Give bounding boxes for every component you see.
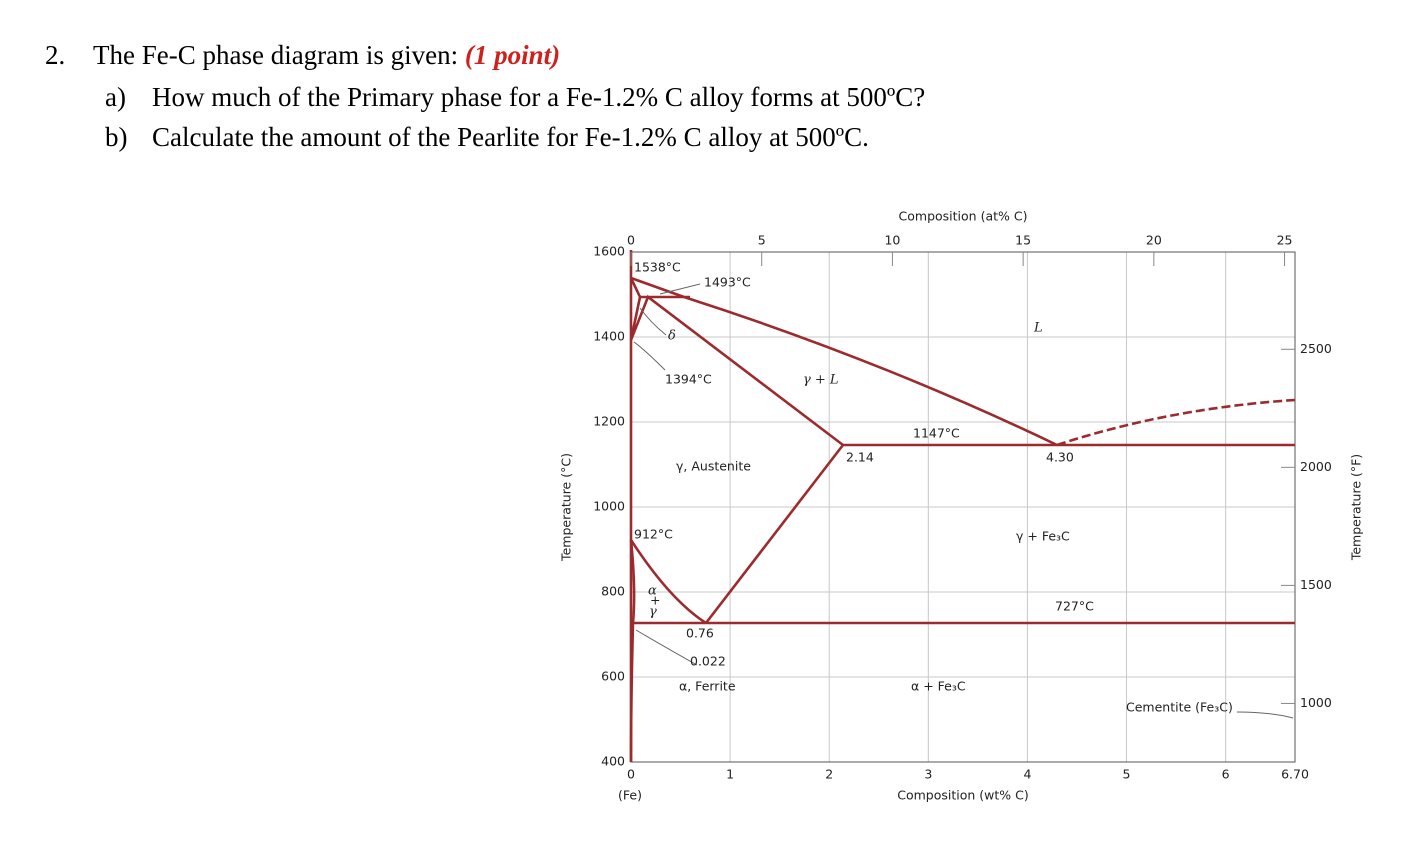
question: The Fe-C phase diagram is given: (1 poin…: [93, 40, 560, 71]
y-tick-label: 1400: [593, 329, 625, 344]
label: δ: [668, 329, 676, 344]
label: 912°C: [634, 527, 673, 542]
points: (1 point): [464, 40, 561, 70]
y-tick-label: 800: [601, 584, 625, 599]
label: 1394°C: [665, 372, 712, 387]
liquidus: [630, 276, 1058, 447]
leader: [639, 307, 667, 336]
label: γ + L: [803, 373, 839, 388]
solidus: [629, 277, 1295, 447]
y-tick-label: 600: [601, 669, 625, 684]
label: Cementite (Fe₃C): [1126, 700, 1233, 715]
liquidus-cementite: [1056, 398, 1296, 447]
top-axis-label: Composition (at% C): [899, 209, 1028, 224]
label: 727°C: [1055, 599, 1094, 614]
x-tick-label: 5: [1123, 767, 1131, 782]
x-tick-label: 2: [825, 767, 833, 782]
part-text: Calculate the amount of the Pearlite for…: [152, 122, 869, 152]
bottom-axis-label: Composition (wt% C): [897, 788, 1029, 803]
label: α + Fe₃C: [911, 679, 966, 694]
y-tick-label: 400: [601, 754, 625, 769]
question-number: 2.: [45, 40, 66, 70]
x-tick-label: 6: [1222, 767, 1230, 782]
y2-tick-label: 2500: [1300, 341, 1332, 356]
label: 0.76: [686, 626, 714, 641]
x-tick-label: 6.70: [1281, 767, 1309, 782]
left-axis-label: Temperature (°C): [559, 453, 574, 562]
y-tick-label: 1000: [593, 499, 625, 514]
part-text: How much of the Primary phase for a Fe-1…: [152, 82, 926, 112]
x2-tick-label: 10: [884, 233, 900, 248]
y2-tick-label: 2000: [1300, 459, 1332, 474]
label: 2.14: [846, 450, 874, 465]
y2-tick-label: 1000: [1300, 695, 1332, 710]
label: α: [648, 584, 657, 599]
origin-label: (Fe): [618, 788, 642, 803]
y-tick-label: 1200: [593, 414, 625, 429]
a3-line: [629, 539, 707, 625]
x-tick-label: 1: [726, 767, 734, 782]
label: 1147°C: [913, 426, 960, 441]
label: 1493°C: [704, 275, 751, 290]
label: 1538°C: [634, 260, 681, 275]
label: γ, Austenite: [676, 459, 751, 474]
label: L: [1033, 321, 1043, 336]
label: γ + Fe₃C: [1016, 529, 1070, 544]
x-tick-label: 3: [924, 767, 932, 782]
label: 4.30: [1046, 450, 1074, 465]
leader: [633, 341, 666, 371]
label: γ: [649, 605, 657, 620]
x-tick-label: 4: [1023, 767, 1031, 782]
x-tick-label: 0: [627, 767, 635, 782]
y-tick-label: 1600: [593, 244, 625, 259]
label: 0.022: [690, 654, 726, 669]
y2-tick-label: 1500: [1300, 577, 1332, 592]
phase-lines: [629, 250, 1296, 763]
leader: [1236, 711, 1294, 719]
part-label: b): [105, 122, 128, 152]
part-label: a): [105, 82, 126, 112]
x2-tick-label: 20: [1146, 233, 1162, 248]
x2-tick-label: 5: [758, 233, 766, 248]
leader: [635, 629, 698, 666]
right-axis-label: Temperature (°F): [1349, 454, 1364, 561]
label: α, Ferrite: [679, 679, 736, 694]
x2-tick-label: 25: [1277, 233, 1293, 248]
x2-tick-label: 15: [1015, 233, 1031, 248]
x2-tick-label: 0: [627, 233, 635, 248]
leader: [659, 283, 701, 295]
label: +: [650, 593, 660, 608]
leaders: [633, 283, 1294, 719]
acm-line: [704, 444, 845, 624]
question-text: The Fe-C phase diagram is given:: [93, 40, 459, 70]
